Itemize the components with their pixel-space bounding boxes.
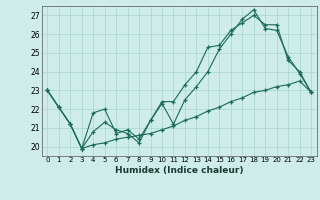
X-axis label: Humidex (Indice chaleur): Humidex (Indice chaleur) [115, 166, 244, 175]
